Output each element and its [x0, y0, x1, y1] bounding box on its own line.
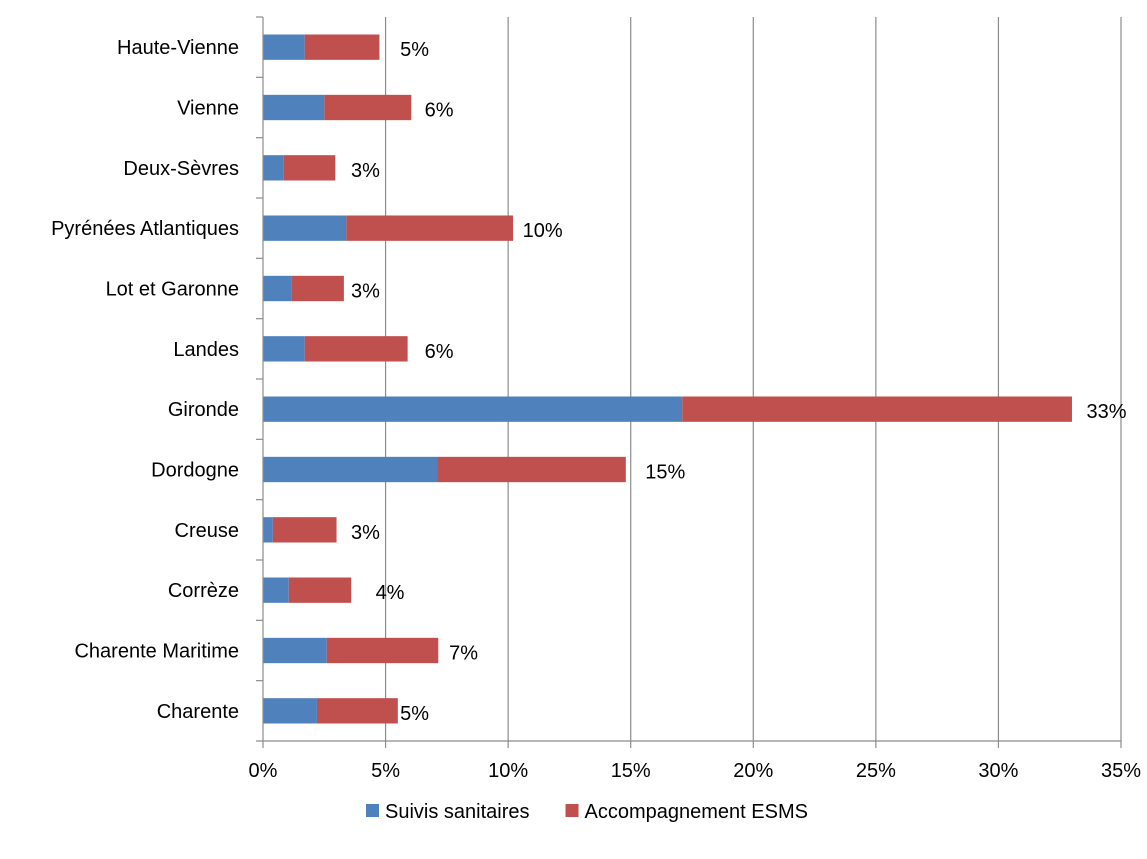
x-tick-label: 15% [611, 760, 651, 782]
data-label: 7% [449, 643, 478, 665]
category-label: Charente Maritime [74, 641, 239, 663]
bars [263, 34, 1072, 724]
x-tick-label: 30% [978, 760, 1018, 782]
x-tick-label: 10% [488, 760, 528, 782]
bar-esms-11 [304, 34, 380, 60]
data-label: 5% [400, 703, 429, 725]
category-label: Charente [157, 701, 239, 723]
category-label: Pyrénées Atlantiques [51, 218, 239, 240]
category-label: Vienne [177, 98, 239, 120]
bar-esms-9 [283, 155, 336, 181]
bar-suivis-10 [263, 94, 325, 121]
category-label: Corrèze [168, 580, 239, 602]
x-tick-label: 20% [733, 760, 773, 782]
bar-suivis-7 [263, 275, 292, 302]
bar-suivis-8 [263, 215, 347, 241]
bar-suivis-11 [263, 34, 305, 60]
x-tick-label: 35% [1101, 760, 1141, 782]
bar-suivis-9 [263, 155, 284, 181]
legend: Suivis sanitaires Accompagnement ESMS [366, 801, 808, 823]
data-label: 33% [1086, 401, 1126, 423]
category-label: Deux-Sèvres [123, 158, 239, 180]
legend-swatch-0 [366, 804, 379, 817]
bar-esms-4 [437, 456, 626, 483]
category-label: Gironde [168, 399, 239, 421]
bar-esms-2 [288, 577, 352, 603]
category-label: Dordogne [151, 460, 239, 482]
x-tick-label: 25% [856, 760, 896, 782]
data-label: 15% [645, 462, 685, 484]
x-tick-label: 5% [371, 760, 400, 782]
data-label: 3% [351, 160, 380, 182]
data-label: 3% [351, 522, 380, 544]
bar-suivis-4 [263, 456, 438, 483]
bar-esms-0 [316, 698, 398, 724]
data-label: 4% [376, 582, 405, 604]
bar-suivis-5 [263, 396, 683, 422]
bar-esms-3 [272, 517, 337, 543]
bar-suivis-1 [263, 637, 327, 664]
gridlines [384, 17, 1122, 741]
bar-suivis-6 [263, 336, 305, 362]
bar-esms-1 [326, 637, 439, 664]
bar-esms-8 [346, 215, 514, 241]
bar-esms-5 [682, 396, 1072, 422]
category-label: Landes [173, 339, 239, 361]
axes [256, 16, 1122, 748]
category-label: Creuse [175, 520, 239, 542]
data-label: 6% [425, 341, 454, 363]
legend-label-1: Accompagnement ESMS [585, 801, 808, 823]
bar-esms-7 [291, 275, 344, 302]
data-label: 3% [351, 281, 380, 303]
bar-suivis-3 [263, 517, 273, 543]
category-label: Lot et Garonne [106, 279, 239, 301]
data-label: 10% [523, 220, 563, 242]
category-label: Haute-Vienne [117, 37, 239, 59]
bar-suivis-2 [263, 577, 289, 603]
legend-label-0: Suivis sanitaires [385, 801, 530, 823]
data-label: 6% [425, 100, 454, 122]
legend-swatch-1 [565, 804, 579, 817]
x-tick-label: 0% [249, 760, 278, 782]
bar-esms-6 [304, 336, 408, 362]
bar-suivis-0 [263, 698, 317, 724]
data-label: 5% [400, 39, 429, 61]
labels: 0% 5% 10% 15% 20% 25% 30% 35% Charente 5% Charente… [51, 37, 1141, 782]
bar-esms-10 [324, 94, 412, 121]
